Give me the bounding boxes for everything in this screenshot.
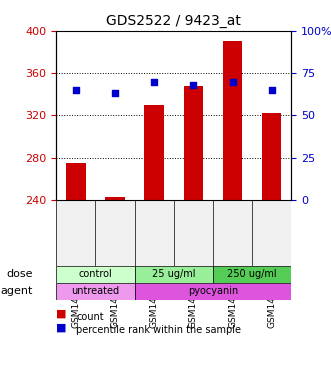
Bar [66, 163, 86, 200]
FancyBboxPatch shape [56, 283, 135, 300]
Point [152, 78, 157, 84]
Text: control: control [78, 269, 112, 279]
Text: ■: ■ [56, 322, 67, 332]
Bar [105, 197, 125, 200]
Text: count: count [76, 312, 104, 322]
Bar [144, 105, 164, 200]
Text: dose: dose [6, 269, 33, 279]
Point [230, 78, 235, 84]
Point [113, 90, 118, 96]
Bar [223, 41, 242, 200]
Text: untreated: untreated [71, 286, 119, 296]
Point [191, 82, 196, 88]
FancyBboxPatch shape [213, 266, 291, 283]
Text: ■: ■ [56, 309, 67, 319]
Text: percentile rank within the sample: percentile rank within the sample [76, 325, 241, 335]
Point [269, 87, 274, 93]
Title: GDS2522 / 9423_at: GDS2522 / 9423_at [106, 14, 241, 28]
Point [73, 87, 78, 93]
Bar [184, 86, 203, 200]
FancyBboxPatch shape [135, 283, 291, 300]
FancyBboxPatch shape [56, 266, 135, 283]
Text: 25 ug/ml: 25 ug/ml [152, 269, 196, 279]
Text: 250 ug/ml: 250 ug/ml [227, 269, 277, 279]
FancyBboxPatch shape [135, 266, 213, 283]
Text: agent: agent [0, 286, 33, 296]
Text: pyocyanin: pyocyanin [188, 286, 238, 296]
Bar [262, 113, 281, 200]
